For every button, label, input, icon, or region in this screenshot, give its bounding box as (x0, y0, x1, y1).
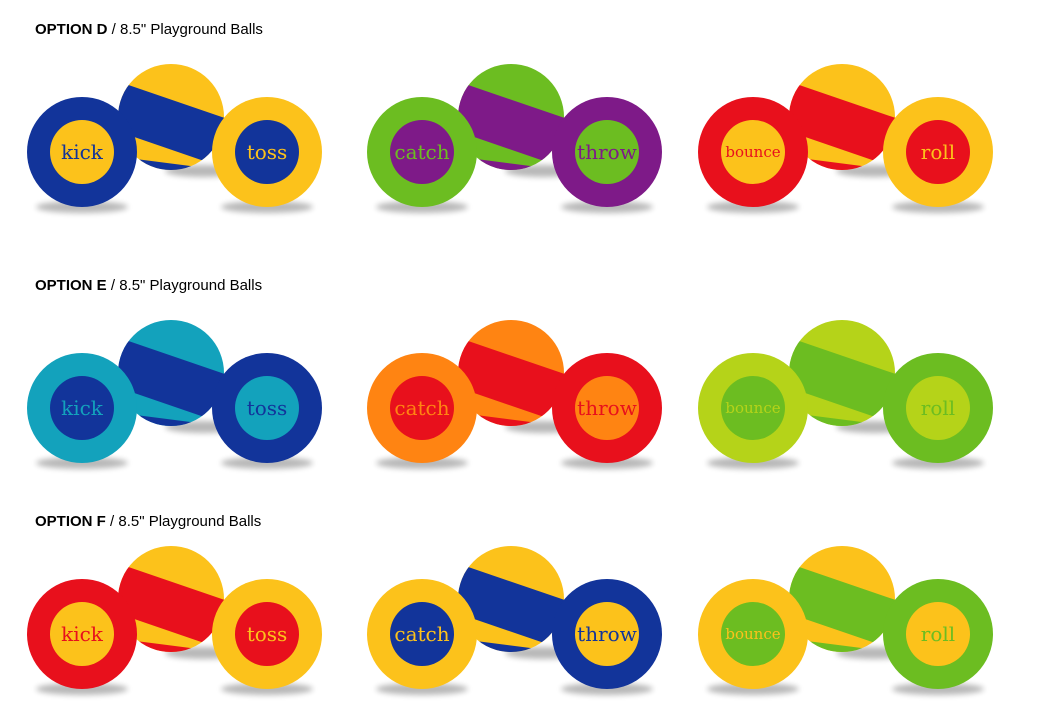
flat-ball-right: throw (552, 97, 662, 207)
ball-word: bounce (725, 143, 780, 161)
ball-set-catch-throw: catch throw (365, 537, 665, 707)
ball-word: toss (247, 622, 288, 646)
ball-word: catch (394, 396, 449, 420)
ball-set-graphic: kick toss (27, 546, 322, 695)
flat-ball-left: bounce (698, 97, 808, 207)
ball-word: throw (577, 140, 637, 164)
flat-ball-left: bounce (698, 579, 808, 689)
flat-ball-right: toss (212, 353, 322, 463)
flat-ball-left: kick (27, 353, 137, 463)
ball-set-graphic: bounce roll (698, 320, 993, 469)
flat-ball-left: kick (27, 97, 137, 207)
ball-word: bounce (725, 399, 780, 417)
option-d-title: OPTION D / 8.5" Playground Balls (35, 21, 263, 38)
ball-word: kick (61, 140, 104, 164)
ball-word: kick (61, 622, 104, 646)
flat-ball-right: throw (552, 579, 662, 689)
ball-set-catch-throw: catch throw (365, 311, 665, 481)
ball-word: roll (921, 396, 955, 420)
flat-ball-right: throw (552, 353, 662, 463)
flat-ball-left: bounce (698, 353, 808, 463)
ball-word: throw (577, 622, 637, 646)
option-f-title: OPTION F / 8.5" Playground Balls (35, 513, 262, 530)
ball-word: throw (577, 396, 637, 420)
ball-set-graphic: bounce roll (698, 546, 993, 695)
flat-ball-right: toss (212, 579, 322, 689)
ball-word: toss (247, 396, 288, 420)
option-e-title: OPTION E / 8.5" Playground Balls (35, 277, 263, 294)
ball-set-catch-throw: catch throw (365, 55, 665, 225)
flat-ball-right: roll (883, 97, 993, 207)
ball-word: roll (921, 622, 955, 646)
ball-set-bounce-roll: bounce roll (696, 311, 996, 481)
ball-word: catch (394, 140, 449, 164)
flat-ball-left: catch (367, 97, 477, 207)
ball-set-kick-toss: kick toss (25, 311, 325, 481)
ball-set-graphic: kick toss (27, 320, 322, 469)
flat-ball-right: roll (883, 353, 993, 463)
flat-ball-left: catch (367, 579, 477, 689)
flat-ball-right: roll (883, 579, 993, 689)
ball-set-kick-toss: kick toss (25, 537, 325, 707)
ball-set-graphic: bounce roll (698, 64, 993, 213)
ball-word: catch (394, 622, 449, 646)
flat-ball-left: catch (367, 353, 477, 463)
ball-set-graphic: kick toss (27, 64, 322, 213)
flat-ball-right: toss (212, 97, 322, 207)
ball-word: toss (247, 140, 288, 164)
ball-set-graphic: catch throw (367, 546, 662, 695)
ball-set-graphic: catch throw (367, 320, 662, 469)
ball-set-bounce-roll: bounce roll (696, 537, 996, 707)
ball-set-graphic: catch throw (367, 64, 662, 213)
ball-word: kick (61, 396, 104, 420)
ball-set-kick-toss: kick toss (25, 55, 325, 225)
ball-word: roll (921, 140, 955, 164)
ball-word: bounce (725, 625, 780, 643)
ball-set-bounce-roll: bounce roll (696, 55, 996, 225)
flat-ball-left: kick (27, 579, 137, 689)
